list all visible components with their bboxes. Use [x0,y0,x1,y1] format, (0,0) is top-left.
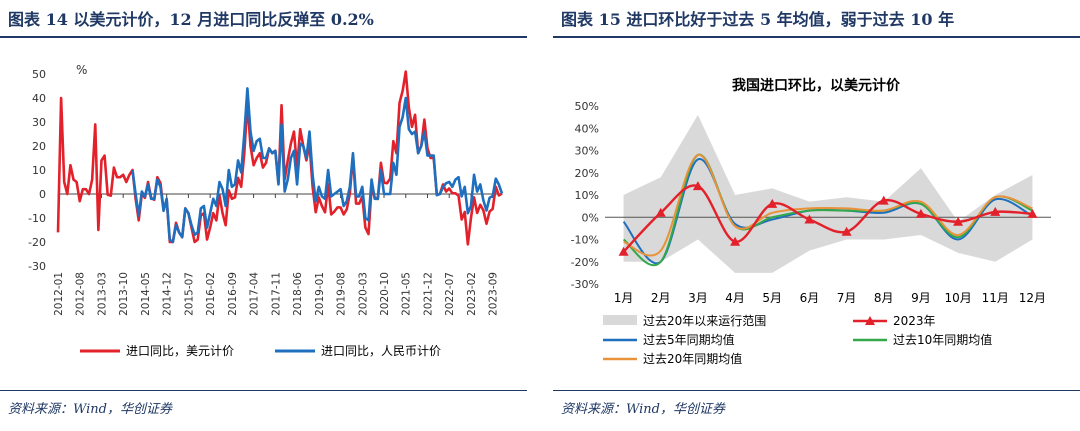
y-tick-label: 10 [32,164,46,177]
legend-label: 过去20年以来运行范围 [643,314,766,328]
x-tick-label: 2013-03 [96,272,108,316]
point-marker [618,246,629,256]
x-tick-label: 2013-10 [118,272,130,316]
x-tick-label: 1月 [614,291,634,305]
x-tick-label: 4月 [725,291,745,305]
legend-item: 过去5年同期均值 [603,332,735,347]
point-marker [1027,208,1038,218]
point-marker [655,207,666,217]
figure-14-source: 资料来源：Wind，华创证券 [8,402,172,417]
source-divider [553,390,1080,391]
source-divider [0,390,527,391]
x-tick-label: 2023-09 [488,272,500,316]
point-marker [692,181,703,191]
x-tick-label: 7月 [837,291,857,305]
y-tick-label: -10% [571,234,599,247]
point-marker [953,216,964,226]
y-tick-label: 50% [575,100,599,113]
x-tick-label: 2017-04 [249,272,261,316]
x-tick-label: 2016-09 [227,272,239,316]
y-tick-label: -20% [571,256,599,269]
x-tick-label: 2021-05 [401,272,413,316]
x-tick-label: 2019-08 [336,272,348,316]
figure-14-title: 图表 14 以美元计价，12 月进口同比反弹至 0.2% [8,10,374,29]
series-line-20y-avg [623,153,1033,257]
legend-item: 过去20年以来运行范围 [603,314,766,328]
legend-item: 进口同比，美元计价 [80,344,234,358]
x-tick-label: 3月 [688,291,708,305]
y-unit-label: % [76,63,87,77]
x-tick-label: 2月 [651,291,671,305]
legend-label: 过去5年同期均值 [643,332,735,347]
y-tick-label: 40 [32,92,46,105]
figure-14-panel: 图表 14 以美元计价，12 月进口同比反弹至 0.2% 50 40 30 20 10 0… [0,0,527,431]
import-mom-seasonal-chart: 我国进口环比，以美元计价 50% 40% 30% 20% 10% 0% -10% -20% -3… [571,77,1051,366]
legend-item: 进口同比，人民币计价 [275,344,441,358]
x-tick-label: 2012-01 [53,272,65,316]
y-tick-label: 20% [575,167,599,180]
x-tick-label: 2020-03 [357,272,369,316]
x-tick-label: 2023-02 [466,272,478,316]
x-tick-label: 6月 [800,291,820,305]
y-tick-label: 50 [32,68,46,81]
y-tick-label: 10% [575,189,599,202]
x-tick-label: 2016-02 [205,272,217,316]
point-marker [841,226,852,236]
x-tick-label: 12月 [1019,291,1046,305]
title-divider [0,36,527,38]
y-tick-label: 30% [575,145,599,158]
y-tick-label: -30 [28,260,46,273]
point-marker [878,195,889,205]
legend-marker [865,316,875,325]
y-tick-label: 40% [575,122,599,135]
y-tick-label: 20 [32,140,46,153]
y-tick-label: -10 [28,212,46,225]
y-tick-label: -20 [28,236,46,249]
x-tick-label: 2021-12 [422,272,434,316]
x-tick-label: 10月 [944,291,971,305]
x-tick-label: 9月 [911,291,931,305]
x-tick-label: 2018-06 [292,272,304,316]
y-tick-label: 0% [582,211,599,224]
x-tick-label: 11月 [982,291,1009,305]
point-marker [804,214,815,224]
x-tick-label: 8月 [874,291,894,305]
legend-item: 过去20年同期均值 [603,351,742,366]
legend-label: 进口同比，美元计价 [126,344,234,358]
x-tick-label: 2020-10 [379,272,391,316]
point-marker [915,208,926,218]
x-tick-label: 2012-08 [75,272,87,316]
legend-label: 过去20年同期均值 [643,351,742,366]
y-tick-label: -30% [571,278,599,291]
x-tick-label: 2019-01 [314,272,326,316]
figure-15-panel: 图表 15 进口环比好于过去 5 年均值，弱于过去 10 年 我国进口环比，以美… [553,0,1080,431]
range-band-area [623,114,1033,273]
x-tick-label: 5月 [762,291,782,305]
legend-swatch [603,315,637,325]
point-marker [990,206,1001,216]
x-tick-label: 2014-12 [162,272,174,316]
chart-title: 我国进口环比，以美元计价 [732,77,901,94]
figure-15-source: 资料来源：Wind，华创证券 [561,402,725,417]
legend-item: 2023年 [853,314,936,328]
point-marker [730,236,741,246]
y-tick-label: 30 [32,116,46,129]
title-divider [553,36,1080,38]
legend-label: 进口同比，人民币计价 [321,344,441,358]
legend-label: 2023年 [893,314,936,328]
y-tick-label: 0 [39,188,46,201]
x-tick-label: 2014-05 [140,272,152,316]
x-tick-label: 2017-11 [270,272,282,316]
figure-15-title: 图表 15 进口环比好于过去 5 年均值，弱于过去 10 年 [561,10,955,29]
legend-label: 过去10年同期均值 [893,332,992,347]
legend-item: 过去10年同期均值 [853,332,992,347]
x-tick-label: 2015-07 [183,272,195,316]
series-line-rmb [131,87,504,244]
point-marker [767,198,778,208]
x-tick-label: 2022-07 [444,272,456,316]
import-yoy-line-chart: 50 40 30 20 10 0 -10 -20 -30 2012-01 2012-08 2013-… [28,63,504,358]
